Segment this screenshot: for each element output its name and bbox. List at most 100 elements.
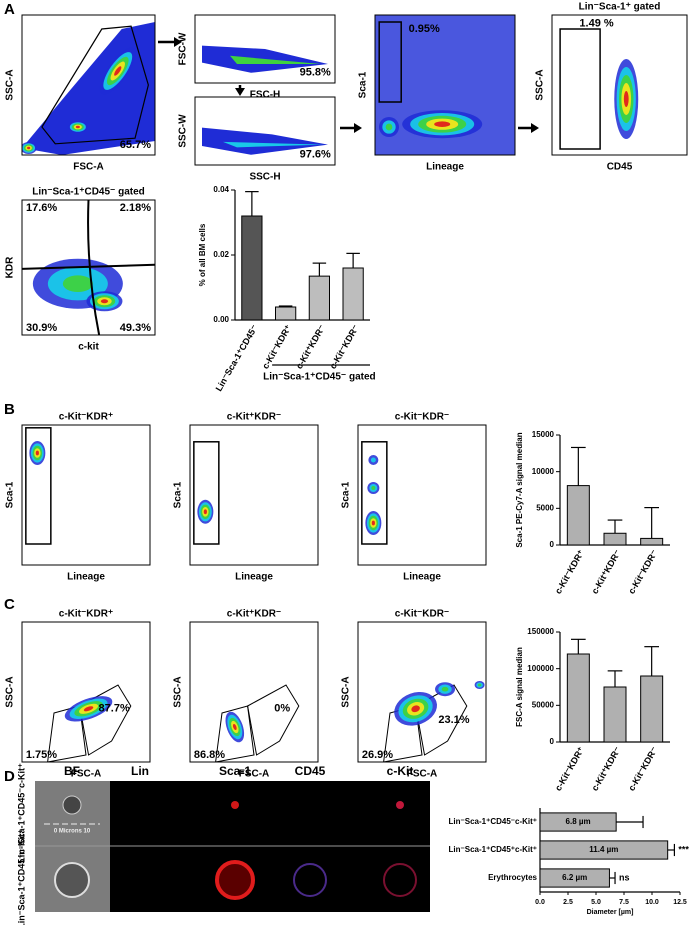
density-blob	[62, 275, 93, 293]
flow-plot	[189, 621, 319, 763]
value-label: 6.2 µm	[562, 873, 587, 882]
plot-frame	[189, 621, 319, 763]
y-tick-label: Lin⁻Sca-1⁺CD45⁺c-Kit⁺	[449, 845, 537, 854]
arrow-head	[174, 37, 182, 47]
gate-percentage: 0%	[274, 703, 290, 715]
plot-area	[25, 427, 52, 545]
plot-title: c-Kit⁺KDR⁻	[227, 412, 281, 423]
cell-bf	[62, 795, 82, 815]
density-blob	[385, 123, 393, 131]
column-header: CD45	[295, 764, 326, 778]
gate-percentage: 65.7%	[120, 139, 151, 151]
cell-cd45	[293, 863, 327, 897]
cell-ckit	[396, 801, 404, 809]
panel-letter: D	[4, 768, 15, 785]
plot-title: c-Kit⁻KDR⁻	[395, 609, 449, 620]
y-axis-label: SSC-A	[341, 676, 352, 707]
y-axis-label: SSC-A	[173, 676, 184, 707]
plot-title: c-Kit⁻KDR⁺	[59, 609, 113, 620]
density-blob	[35, 450, 39, 456]
gate-percentage: 1.75%	[26, 749, 57, 761]
gate	[378, 21, 402, 103]
gate-percentage: 95.8%	[300, 67, 331, 79]
panel-letter: B	[4, 401, 15, 418]
flow-plot	[189, 424, 319, 566]
y-tick-label: 15000	[532, 430, 555, 439]
plot-frame	[374, 14, 516, 156]
plot-frame	[194, 14, 336, 84]
plot-area	[375, 15, 515, 155]
arrow-head	[235, 88, 245, 96]
y-axis-label: KDR	[5, 256, 16, 278]
bar	[308, 275, 330, 321]
plot-frame	[194, 96, 336, 166]
y-axis-label: Sca-1	[5, 481, 16, 508]
gate-percentage: 1.49 %	[579, 17, 613, 29]
density-blob	[441, 686, 449, 692]
x-tick-label: 0.0	[535, 899, 545, 906]
bar	[342, 267, 364, 321]
flow-plot	[21, 621, 151, 763]
gate	[41, 25, 149, 145]
y-axis-label: Sca-1 PE-Cy7-A signal median	[515, 432, 524, 547]
y-tick-label: 50000	[532, 700, 555, 709]
plot-frame	[551, 14, 688, 156]
bar	[603, 532, 627, 546]
gate	[79, 684, 132, 756]
gate	[247, 684, 300, 756]
density-blob	[434, 121, 451, 127]
bar	[640, 537, 664, 546]
density-blob	[477, 683, 482, 687]
bar	[539, 812, 617, 832]
significance: ***	[678, 844, 689, 854]
y-tick-label: 0	[550, 540, 555, 549]
panel-letter: C	[4, 596, 15, 613]
x-tick-label: 12.5	[673, 899, 687, 906]
x-axis-label: Lineage	[426, 162, 464, 173]
x-axis-label: FSC-H	[250, 90, 281, 101]
arrow-head	[354, 123, 362, 133]
y-tick-label: 0.02	[213, 250, 229, 259]
bar	[241, 215, 263, 321]
gate-percentage: 87.7%	[99, 703, 130, 715]
row-label: Lin⁻Sca-1⁺CD45⁺c-Kit⁺	[16, 829, 26, 925]
plot-area	[383, 681, 485, 762]
gate	[215, 705, 255, 762]
bar	[640, 675, 664, 743]
gate-percentage: 0.95%	[409, 23, 440, 35]
y-axis-label: SSC-A	[535, 69, 546, 100]
scale-bar-label: 0 Microns 10	[54, 829, 91, 835]
bar	[539, 840, 669, 860]
x-tick-label: 7.5	[619, 899, 629, 906]
gate-percentage: 30.9%	[26, 322, 57, 334]
plot-area	[361, 441, 388, 545]
gate-percentage: 86.8%	[194, 749, 225, 761]
plot-frame	[189, 424, 319, 566]
x-tick-label: 10.0	[645, 899, 659, 906]
plot-title: Lin⁻Sca-1⁺CD45⁻ gated	[32, 187, 145, 198]
density-blob	[83, 706, 94, 712]
column-header: Sca-1	[219, 764, 251, 778]
flow-plot	[194, 14, 336, 84]
y-axis-label: % of all BM cells	[198, 223, 207, 286]
gate-percentage: 49.3%	[120, 322, 151, 334]
y-tick-label: 0.04	[213, 185, 229, 194]
plot-title: c-Kit⁻KDR⁺	[59, 412, 113, 423]
y-axis-label: Sca-1	[341, 481, 352, 508]
density-blob	[232, 723, 237, 731]
x-axis-label: Lineage	[67, 572, 105, 583]
flow-plot	[194, 96, 336, 166]
significance: ns	[619, 872, 630, 882]
bar	[566, 485, 590, 546]
plot-area	[202, 45, 328, 73]
density-blob	[371, 486, 376, 490]
x-axis-label: Lineage	[235, 572, 273, 583]
density-blob	[27, 146, 31, 150]
gate-percentage: 26.9%	[362, 749, 393, 761]
density-blob	[75, 125, 80, 129]
y-tick-label: 150000	[527, 627, 554, 636]
gate-percentage: 97.6%	[300, 149, 331, 161]
group-label: Lin⁻Sca-1⁺CD45⁻ gated	[263, 372, 376, 383]
cell-sca1	[231, 801, 239, 809]
